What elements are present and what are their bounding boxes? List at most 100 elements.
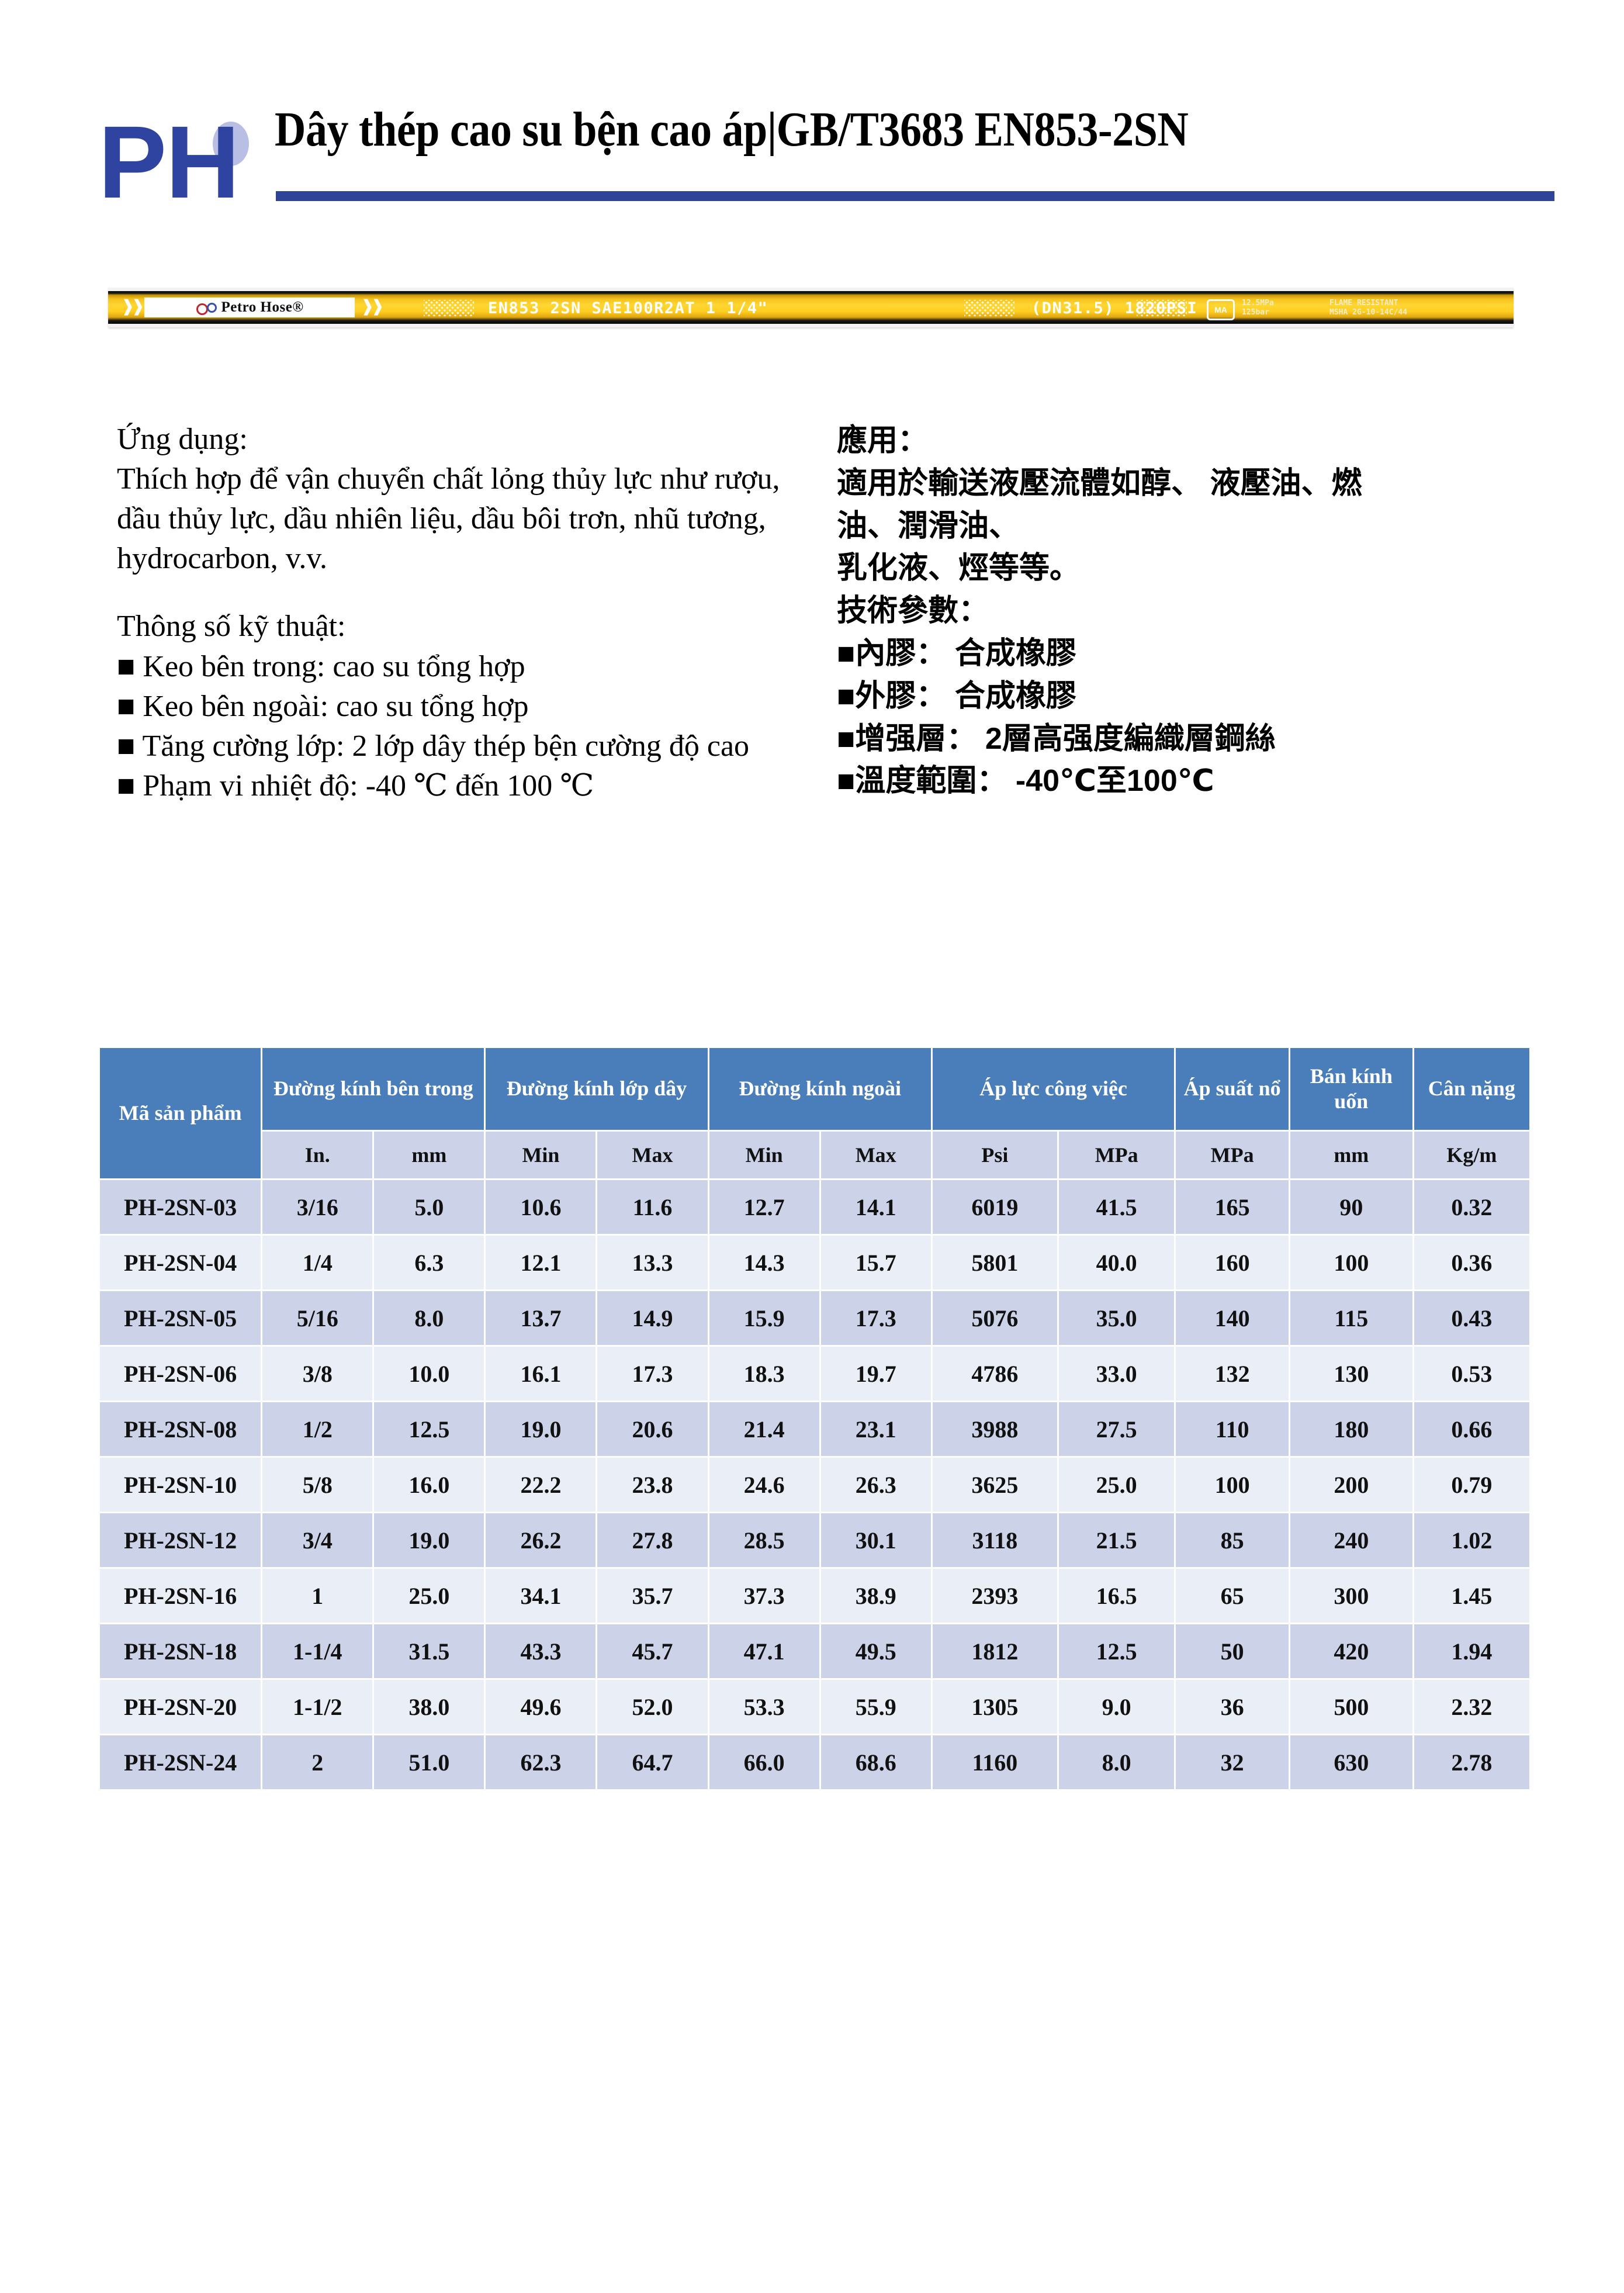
cell-value: 68.6 (820, 1735, 931, 1789)
vn-spec-item-temperature: ■ Phạm vi nhiệt độ: -40 ℃ đến 100 ℃ (117, 769, 594, 803)
cell-value: 13.7 (486, 1291, 596, 1345)
cell-value: 630 (1290, 1735, 1412, 1789)
vn-application-heading: Ứng dụng: (117, 423, 248, 456)
cell-value: 3/4 (262, 1513, 373, 1567)
petro-hose-logo-icon (195, 301, 218, 315)
cell-value: 38.0 (374, 1680, 484, 1734)
cell-value: 26.2 (486, 1513, 596, 1567)
hose-pressure-stack: 12.5MPa 125bar (1242, 299, 1274, 318)
cell-product-code: PH-2SN-10 (100, 1458, 261, 1512)
cn-spec-item-temperature: ■溫度範圍： -40℃至100℃ (837, 764, 1214, 798)
table-row: PH-2SN-06 3/8 10.0 16.1 17.3 18.3 19.7 4786 33.0… (100, 1347, 1529, 1400)
cn-specs-heading: 技術參數： (837, 594, 989, 628)
cn-application-line-3: 乳化液、烴等等。 (837, 551, 1081, 586)
cn-spec-item-cover: ■外膠： 合成橡膠 (837, 679, 1076, 713)
vn-spacer (117, 579, 795, 607)
cell-value: 22.2 (486, 1458, 596, 1512)
cell-value: 5/8 (262, 1458, 373, 1512)
cell-value: 53.3 (709, 1680, 819, 1734)
th-inner-diameter: Đường kính bên trong (262, 1048, 484, 1130)
table-head: Mã sản phẩm Đường kính bên trong Đường k… (100, 1048, 1529, 1178)
cell-value: 13.3 (597, 1236, 708, 1289)
hose-msha-code: MSHA 2G-10-14C/44 (1329, 308, 1408, 317)
cell-value: 3988 (932, 1402, 1058, 1456)
vn-spec-item-inner-tube: ■ Keo bên trong: cao su tổng hợp (117, 649, 525, 683)
cell-value: 12.1 (486, 1236, 596, 1289)
cell-value: 5801 (932, 1236, 1058, 1289)
cell-value: 2393 (932, 1569, 1058, 1623)
hose-flame-stack: FLAME RESISTANT MSHA 2G-10-14C/44 (1329, 299, 1407, 318)
cell-value: 47.1 (709, 1624, 819, 1678)
th-unit-kgm: Kg/m (1414, 1132, 1529, 1178)
cell-value: 1305 (932, 1680, 1058, 1734)
cell-value: 65 (1176, 1569, 1289, 1623)
cell-value: 115 (1290, 1291, 1412, 1345)
specification-table-wrap: Mã sản phẩm Đường kính bên trong Đường k… (98, 1046, 1531, 1791)
hose-brand-text: Petro Hose (221, 299, 293, 315)
cell-value: 19.7 (820, 1347, 931, 1400)
th-outer-min: Min (709, 1132, 819, 1178)
cell-value: 21.4 (709, 1402, 819, 1456)
company-logo: PH (98, 111, 268, 220)
cell-product-code: PH-2SN-18 (100, 1624, 261, 1678)
cell-value: 5076 (932, 1291, 1058, 1345)
cell-value: 0.32 (1414, 1180, 1529, 1234)
cell-value: 0.79 (1414, 1458, 1529, 1512)
th-weight: Cân nặng (1414, 1048, 1529, 1130)
cell-value: 1-1/2 (262, 1680, 373, 1734)
cell-value: 23.8 (597, 1458, 708, 1512)
cell-value: 0.43 (1414, 1291, 1529, 1345)
th-product-code: Mã sản phẩm (100, 1048, 261, 1178)
cell-value: 38.9 (820, 1569, 931, 1623)
cell-value: 19.0 (486, 1402, 596, 1456)
cell-value: 5/16 (262, 1291, 373, 1345)
hose-pressure-bar: 125bar (1242, 308, 1269, 317)
hose-product-image: ❱❱ Petro Hose ® ❱❱ EN853 2SN SAE100R2AT … (108, 288, 1514, 327)
table-row: PH-2SN-24 2 51.0 62.3 64.7 66.0 68.6 1160 8.0 32 6… (100, 1735, 1529, 1789)
th-unit-in: In. (262, 1132, 373, 1178)
hose-dot-pattern-1 (424, 300, 474, 316)
cell-value: 165 (1176, 1180, 1289, 1234)
cell-value: 100 (1176, 1458, 1289, 1512)
cell-value: 90 (1290, 1180, 1412, 1234)
cn-spec-item-reinforcement: ■增强層： 2層高强度編織層鋼絲 (837, 721, 1276, 756)
cell-value: 12.5 (1059, 1624, 1175, 1678)
cell-value: 6019 (932, 1180, 1058, 1234)
cell-value: 14.9 (597, 1291, 708, 1345)
cell-value: 300 (1290, 1569, 1412, 1623)
cn-application-line-1: 適用於輸送液壓流體如醇、 液壓油、燃 (837, 466, 1362, 500)
hose-body: ❱❱ Petro Hose ® ❱❱ EN853 2SN SAE100R2AT … (108, 291, 1514, 324)
cell-value: 17.3 (597, 1347, 708, 1400)
cell-value: 37.3 (709, 1569, 819, 1623)
ma-certification-badge: MA (1207, 299, 1235, 320)
th-wire-layer-diameter: Đường kính lớp dây (486, 1048, 708, 1130)
cell-value: 55.9 (820, 1680, 931, 1734)
cell-value: 35.7 (597, 1569, 708, 1623)
cell-value: 50 (1176, 1624, 1289, 1678)
cell-value: 2.78 (1414, 1735, 1529, 1789)
table-row: PH-2SN-20 1-1/2 38.0 49.6 52.0 53.3 55.9 1305 9.… (100, 1680, 1529, 1734)
th-outer-diameter: Đường kính ngoài (709, 1048, 931, 1130)
cell-value: 45.7 (597, 1624, 708, 1678)
hose-brand-label: Petro Hose ® (144, 298, 355, 317)
cell-value: 16.1 (486, 1347, 596, 1400)
table-row: PH-2SN-04 1/4 6.3 12.1 13.3 14.3 15.7 5801 40.0 1… (100, 1236, 1529, 1289)
cell-value: 30.1 (820, 1513, 931, 1567)
table-row: PH-2SN-12 3/4 19.0 26.2 27.8 28.5 30.1 3118 21.5… (100, 1513, 1529, 1567)
cell-value: 0.66 (1414, 1402, 1529, 1456)
table-row: PH-2SN-05 5/16 8.0 13.7 14.9 15.9 17.3 5076 35.0… (100, 1291, 1529, 1345)
th-wire-min: Min (486, 1132, 596, 1178)
vn-spec-item-reinforcement: ■ Tăng cường lớp: 2 lớp dây thép bện cườ… (117, 729, 750, 763)
cell-product-code: PH-2SN-12 (100, 1513, 261, 1567)
cell-value: 33.0 (1059, 1347, 1175, 1400)
cell-value: 14.1 (820, 1180, 931, 1234)
cell-product-code: PH-2SN-20 (100, 1680, 261, 1734)
cell-value: 19.0 (374, 1513, 484, 1567)
chevron-right-icon-2: ❱❱ (361, 297, 385, 315)
hose-brand-registered-icon: ® (292, 299, 304, 315)
cell-value: 132 (1176, 1347, 1289, 1400)
cell-value: 20.6 (597, 1402, 708, 1456)
th-outer-max: Max (820, 1132, 931, 1178)
cell-product-code: PH-2SN-08 (100, 1402, 261, 1456)
cell-value: 0.36 (1414, 1236, 1529, 1289)
